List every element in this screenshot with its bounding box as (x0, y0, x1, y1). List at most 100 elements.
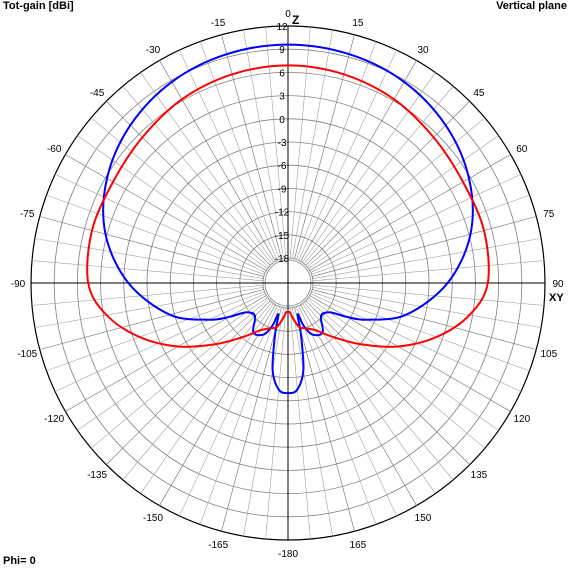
angle-tick-label: -45 (90, 88, 105, 99)
grid-spoke (54, 174, 266, 273)
grid-spoke (34, 287, 264, 328)
angle-tick-label: 135 (471, 470, 488, 481)
angle-tick-label: -30 (146, 45, 161, 56)
grid-spoke (298, 305, 397, 517)
grid-spoke (65, 154, 267, 271)
grid-spoke (308, 135, 499, 269)
grid-spoke (65, 295, 267, 412)
grid-spoke (140, 72, 274, 263)
radial-tick-labels: 12 9 6 3 0 -3 -6 -9 -12 -15 -18 (275, 22, 290, 265)
grid-spoke (31, 284, 264, 306)
grid-spoke (296, 41, 377, 260)
grid-spoke (292, 29, 333, 259)
grid-spoke (179, 305, 278, 517)
grid-spoke (300, 304, 417, 506)
grid-spoke (294, 307, 355, 532)
grid-spoke (289, 307, 311, 540)
phi-label: Phi= 0 (3, 555, 36, 567)
angle-tick-label: 15 (352, 18, 364, 29)
grid-spoke (77, 135, 268, 269)
angle-tick-label: 165 (350, 540, 367, 551)
grid-spoke (305, 300, 470, 465)
grid-spoke (308, 297, 499, 431)
grid-spoke (312, 238, 542, 279)
grid-spoke (90, 298, 270, 449)
grid-spoke (90, 117, 270, 268)
angle-tick-label: 150 (415, 513, 432, 524)
grid-spoke (199, 41, 280, 260)
grid-spoke (312, 287, 542, 328)
angle-tick-label: -75 (20, 209, 35, 220)
grid-spoke (54, 293, 266, 392)
grid-spoke (77, 297, 268, 431)
grid-spoke (140, 303, 274, 494)
radial-tick-label: -6 (278, 161, 287, 172)
grid-spoke (306, 117, 486, 268)
angle-tick-label: -90 (11, 279, 26, 290)
grid-spoke (243, 29, 284, 259)
z-axis-label: Z (292, 13, 299, 27)
grid-spoke (159, 60, 276, 262)
angle-tick-label: -15 (211, 18, 226, 29)
grid-spoke (106, 300, 271, 465)
grid-spoke (310, 174, 522, 273)
grid-spoke (312, 260, 545, 282)
grid-spoke (106, 101, 271, 266)
radial-tick-label: 3 (279, 92, 285, 103)
grid-spoke (302, 303, 436, 494)
grid-spoke (309, 154, 511, 271)
polar-grid (30, 25, 546, 541)
xy-axis-label: XY (549, 292, 564, 304)
grid-spoke (292, 307, 333, 537)
angle-tick-label: -180 (278, 549, 298, 560)
angle-tick-label: 60 (516, 144, 528, 155)
angle-tick-label: 120 (513, 414, 530, 425)
grid-spoke (310, 293, 522, 392)
angle-tick-label: -150 (143, 513, 163, 524)
grid-spoke (39, 289, 264, 350)
grid-spoke (265, 307, 287, 540)
angle-tick-label: 0 (285, 9, 291, 20)
plane-label: Vertical plane (496, 0, 567, 12)
grid-spoke (312, 284, 545, 306)
grid-spoke (303, 301, 454, 481)
grid-spoke (306, 298, 486, 449)
radial-tick-label: 12 (276, 22, 288, 33)
radial-tick-label: -9 (278, 184, 287, 195)
grid-spoke (298, 49, 397, 261)
radial-tick-label: -18 (275, 254, 290, 265)
grid-spoke (199, 306, 280, 525)
grid-spoke (311, 194, 530, 275)
grid-spoke (39, 216, 264, 277)
grid-spoke (303, 85, 454, 265)
grid-spoke (312, 289, 537, 350)
grid-spoke (159, 304, 276, 506)
grid-spoke (311, 291, 530, 372)
angle-tick-label: 90 (552, 279, 564, 290)
radial-tick-label: -12 (275, 208, 290, 219)
angle-tick-label: 30 (417, 45, 429, 56)
grid-spoke (46, 291, 265, 372)
grid-spoke (122, 85, 273, 265)
gain-traces (86, 43, 490, 395)
grid-spoke (31, 260, 264, 282)
angle-tick-label: -135 (87, 470, 107, 481)
grid-spoke (302, 72, 436, 263)
grid-spoke (122, 301, 273, 481)
angle-tick-label: 45 (473, 88, 485, 99)
angle-tick-label: -120 (44, 414, 64, 425)
grid-spoke (289, 26, 311, 259)
angle-tick-label: -105 (17, 349, 37, 360)
grid-spoke (296, 306, 377, 525)
grid-spoke (179, 49, 278, 261)
grid-spoke (221, 307, 282, 532)
grid-spoke (221, 34, 282, 259)
grid-spoke (312, 216, 537, 277)
angle-tick-labels: 0153045607590105120135150165-180-165-150… (11, 9, 564, 560)
radial-tick-label: 0 (279, 115, 285, 126)
angle-tick-label: -60 (47, 144, 62, 155)
grid-spoke (243, 307, 284, 537)
grid-spoke (309, 295, 511, 412)
radial-tick-label: -3 (278, 138, 287, 149)
